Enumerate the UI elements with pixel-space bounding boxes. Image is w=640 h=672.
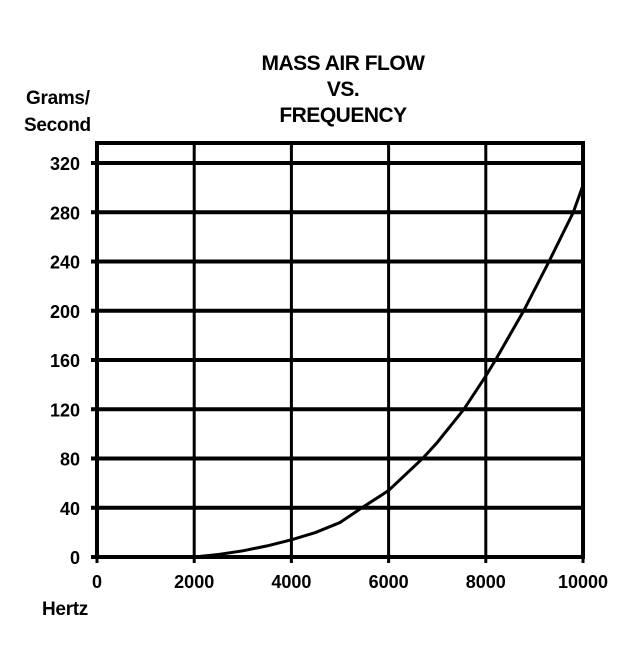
y-tick-label: 240 xyxy=(50,253,80,273)
x-tick-label: 4000 xyxy=(271,572,311,592)
x-tick-label: 0 xyxy=(92,572,102,592)
x-tick-label: 2000 xyxy=(174,572,214,592)
x-tick-label: 10000 xyxy=(558,572,608,592)
title-line-3: FREQUENCY xyxy=(279,104,407,127)
x-tick-labels: 0 2000 4000 6000 8000 10000 xyxy=(92,572,608,592)
x-axis-label: Hertz xyxy=(42,599,88,620)
title-line-1: MASS AIR FLOW xyxy=(261,52,425,75)
y-axis-label-line-1: Grams/ xyxy=(26,88,91,109)
plot-frame xyxy=(95,141,585,559)
y-tick-label: 120 xyxy=(50,400,80,420)
title-line-2: VS. xyxy=(327,78,359,101)
grid xyxy=(91,143,585,563)
x-tick-label: 6000 xyxy=(369,572,409,592)
y-tick-label: 320 xyxy=(50,154,80,174)
y-tick-label: 280 xyxy=(50,203,80,223)
y-tick-label: 40 xyxy=(60,499,80,519)
y-tick-label: 200 xyxy=(50,302,80,322)
y-tick-label: 0 xyxy=(70,548,80,568)
x-tick-label: 8000 xyxy=(466,572,506,592)
chart-title: MASS AIR FLOW VS. FREQUENCY xyxy=(261,52,425,127)
y-axis-label-line-2: Second xyxy=(24,115,91,136)
y-tick-label: 160 xyxy=(50,351,80,371)
y-tick-label: 80 xyxy=(60,450,80,470)
y-tick-labels: 0 40 80 120 160 200 240 280 320 xyxy=(50,154,80,568)
series-line-mass-air-flow xyxy=(194,184,585,559)
